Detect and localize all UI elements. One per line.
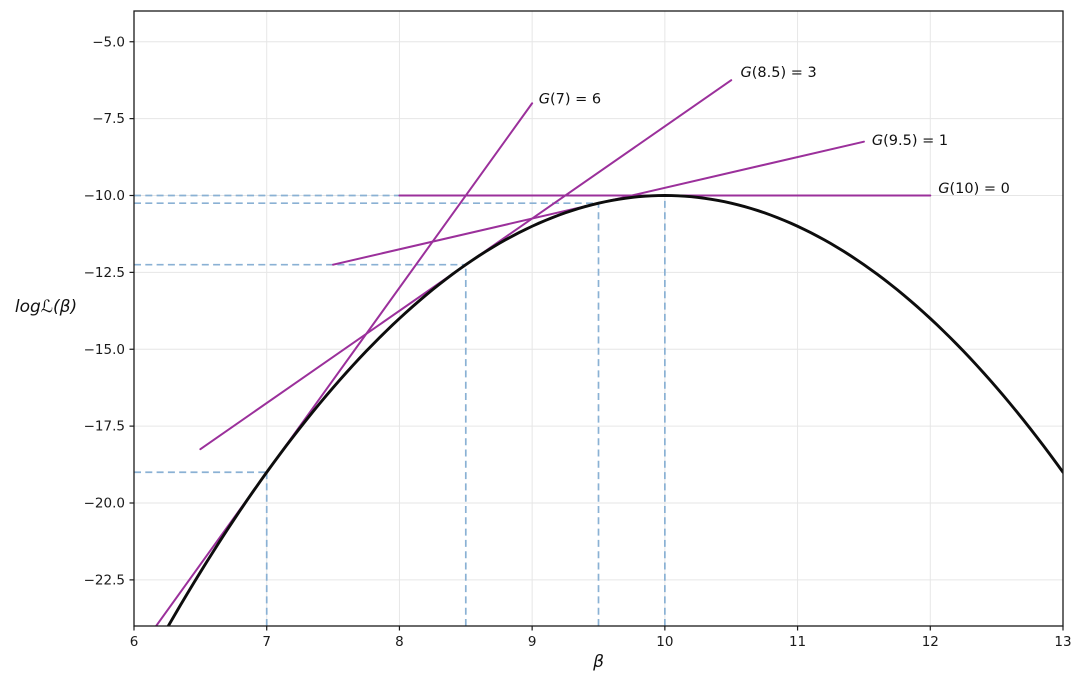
- x-tick-label: 7: [262, 634, 271, 650]
- x-axis-label: β: [592, 652, 604, 672]
- y-tick-label: −17.5: [84, 419, 125, 435]
- tangent-label: G(8.5) = 3: [741, 65, 817, 81]
- plot-border: [133, 10, 1064, 627]
- x-tick-label: 10: [656, 634, 673, 650]
- likelihood-curve: [166, 194, 1063, 626]
- y-tick-label: −12.5: [84, 265, 125, 281]
- tangent-label: G(7) = 6: [539, 92, 601, 108]
- y-tick-label: −7.5: [92, 111, 125, 127]
- y-tick-label: −10.0: [84, 188, 125, 204]
- x-tick-label: 8: [395, 634, 404, 650]
- tangent-label: G(10) = 0: [938, 181, 1010, 197]
- x-tick-label: 13: [1054, 634, 1071, 650]
- tangent-line: [154, 102, 534, 626]
- tick-marks: [129, 41, 1064, 631]
- x-tick-label: 9: [528, 634, 537, 650]
- plot-layer: [154, 79, 1063, 626]
- y-tick-label: −15.0: [84, 342, 125, 358]
- y-tick-label: −22.5: [84, 572, 125, 588]
- y-tick-label: −5.0: [92, 34, 125, 50]
- x-tick-label: 12: [922, 634, 939, 650]
- y-tick-label: −20.0: [84, 496, 125, 512]
- x-tick-label: 6: [130, 634, 139, 650]
- y-axis-label: logℒ(β): [15, 297, 77, 317]
- x-tick-label: 11: [789, 634, 806, 650]
- tangent-label: G(9.5) = 1: [872, 133, 948, 149]
